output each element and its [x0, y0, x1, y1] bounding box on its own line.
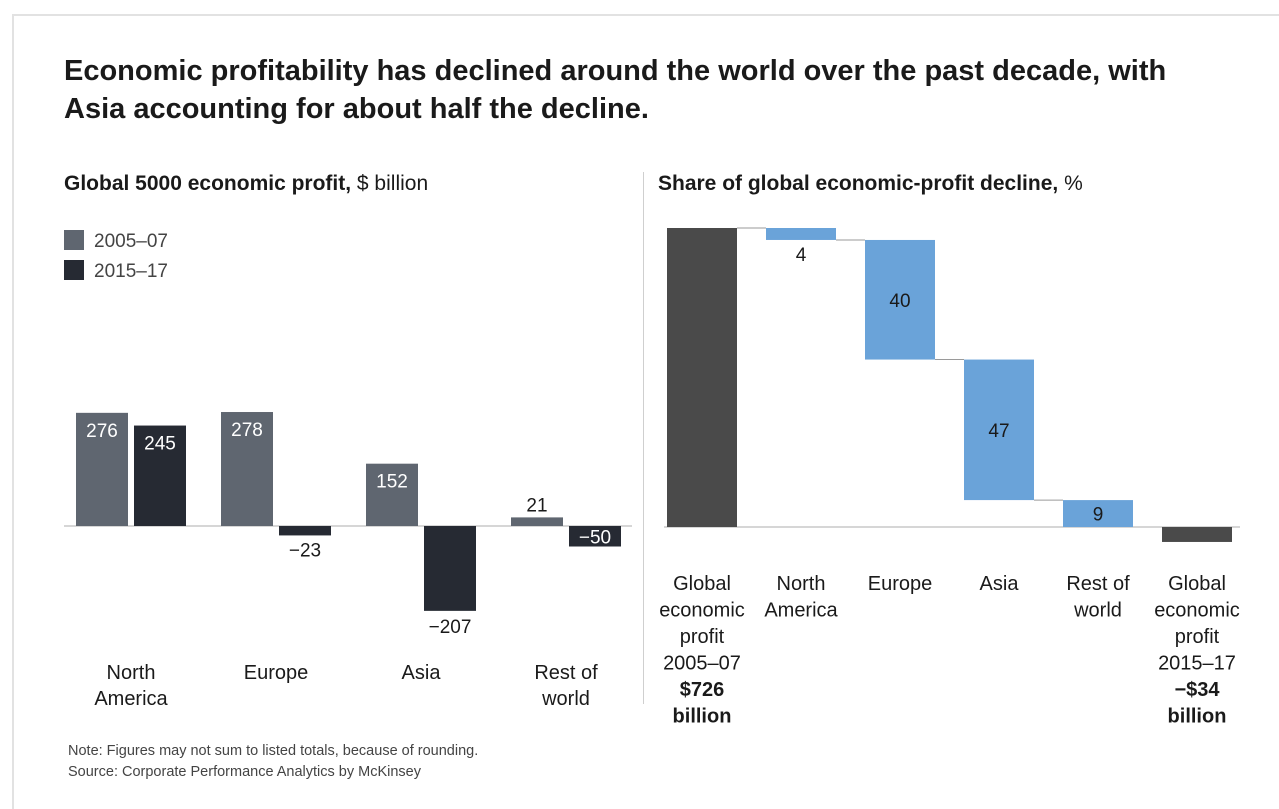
waterfall-category-5-1: Rest of [1066, 573, 1130, 595]
category-label-1-2: America [94, 688, 168, 710]
left-subtitle-bold: Global 5000 economic profit, [64, 172, 352, 195]
waterfall-category-6-4: 2015–17 [1158, 653, 1236, 675]
waterfall-bar-1 [667, 228, 737, 527]
waterfall-bar-6 [1162, 527, 1232, 542]
waterfall-bar-3 [865, 239, 935, 360]
waterfall-category-4-1: Asia [980, 573, 1020, 595]
source-text: Source: Corporate Performance Analytics … [68, 764, 421, 780]
bar-1-4 [511, 517, 563, 526]
bar-1-2 [221, 412, 273, 526]
waterfall-category-6-6: billion [1168, 706, 1227, 728]
bar-2-3 [424, 526, 476, 611]
waterfall-category-1-3: profit [680, 626, 725, 648]
note-text: Note: Figures may not sum to listed tota… [68, 743, 479, 759]
waterfall-category-1-1: Global [673, 573, 731, 595]
bar-label-2-4: −50 [579, 527, 611, 548]
category-label-1-1: North [107, 662, 156, 684]
waterfall-label-5: 9 [1093, 505, 1104, 526]
chart-frame [12, 14, 1279, 809]
waterfall-category-1-6: billion [673, 706, 732, 728]
waterfall-category-2-1: North [777, 573, 826, 595]
category-label-4-1: Rest of [534, 662, 598, 684]
bar-2-2 [279, 526, 331, 536]
category-label-4-2: world [541, 688, 590, 710]
waterfall-bar-5 [1063, 500, 1133, 527]
left-subtitle-unit: $ billion [356, 172, 429, 195]
waterfall-category-6-2: economic [1154, 600, 1240, 622]
bar-2-1 [134, 425, 186, 526]
right-subtitle-unit: % [1064, 172, 1083, 195]
right-chart-subtitle: Share of global economic-profit decline,… [658, 170, 1083, 198]
legend-label-1: 2005–07 [94, 231, 168, 252]
bar-label-1-2: 278 [231, 420, 263, 441]
category-label-2-1: Europe [244, 662, 309, 684]
bar-label-2-1: 245 [144, 434, 176, 455]
bar-label-2-3: −207 [429, 617, 472, 638]
waterfall-category-6-5: −$34 [1174, 679, 1220, 701]
left-chart-subtitle: Global 5000 economic profit, $ billion [64, 170, 428, 198]
legend-label-2: 2015–17 [94, 261, 168, 282]
waterfall-label-2: 4 [796, 245, 807, 266]
waterfall-label-4: 47 [988, 421, 1009, 442]
bar-1-3 [366, 463, 418, 526]
waterfall-category-1-4: 2005–07 [663, 653, 741, 675]
waterfall-bar-2 [766, 228, 836, 240]
waterfall-category-2-2: America [764, 600, 838, 622]
legend-swatch-1 [64, 230, 84, 250]
waterfall-category-5-2: world [1073, 600, 1122, 622]
bar-label-2-2: −23 [289, 540, 321, 561]
category-label-3-1: Asia [402, 662, 442, 684]
bar-label-1-3: 152 [376, 472, 408, 493]
waterfall-bar-4 [964, 359, 1034, 501]
waterfall-category-3-1: Europe [868, 573, 933, 595]
bar-2-4 [569, 526, 621, 547]
footnotes: Note: Figures may not sum to listed tota… [68, 741, 478, 783]
waterfall-category-1-5: $726 [680, 679, 725, 701]
bar-label-1-1: 276 [86, 421, 118, 442]
waterfall-category-6-1: Global [1168, 573, 1226, 595]
page-title: Economic profitability has declined arou… [64, 55, 1167, 125]
waterfall-category-6-3: profit [1175, 626, 1220, 648]
waterfall-label-3: 40 [889, 291, 910, 312]
panel-divider [643, 172, 644, 704]
right-subtitle-bold: Share of global economic-profit decline, [658, 172, 1059, 195]
waterfall-category-1-2: economic [659, 600, 745, 622]
bar-label-1-4: 21 [526, 495, 547, 516]
bar-1-1 [76, 412, 128, 526]
legend-swatch-2 [64, 260, 84, 280]
